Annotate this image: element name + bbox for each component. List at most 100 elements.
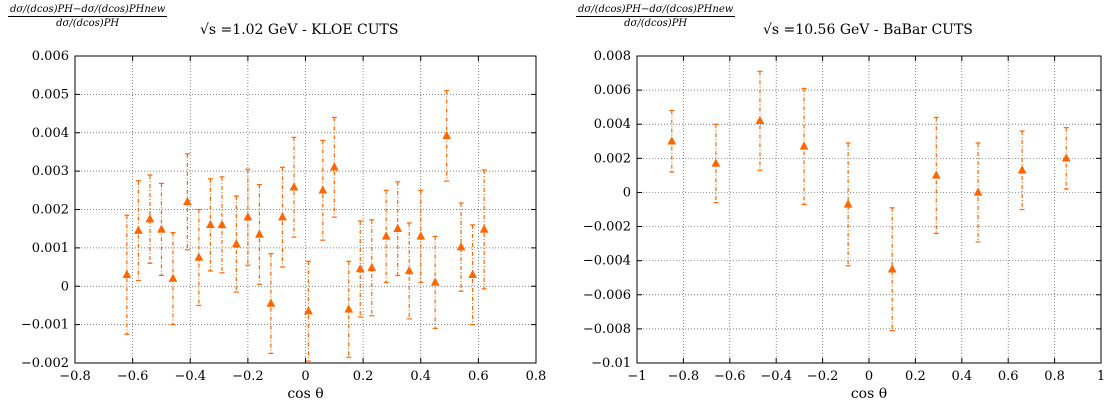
triangle-marker [145,214,155,223]
data-point [133,180,143,282]
chart-panel-babar: dσ/(dcos)PH−dσ/(dcos)PHnew dσ/(dcos)PH √… [556,0,1113,414]
y-tick-label: −0.01 [591,356,631,371]
data-point [887,207,897,332]
x-tick-label: −0.6 [714,369,746,384]
data-point [355,220,365,318]
y-tick-label: 0.002 [594,151,631,166]
y-axis-label: dσ/(dcos)PH−dσ/(dcos)PHnew dσ/(dcos)PH [8,4,168,29]
data-point [1017,130,1027,211]
x-tick-label: −0.8 [59,369,91,384]
x-tick-label: 0.8 [1044,369,1065,384]
triangle-marker [667,136,677,145]
x-tick-label: 0.4 [951,369,972,384]
triangle-marker [843,199,853,208]
triangle-marker [318,185,328,194]
triangle-marker [168,273,178,282]
data-point [404,222,414,320]
data-point [194,208,204,307]
x-tick-label: 0 [865,369,873,384]
triangle-marker [755,115,765,125]
triangle-marker [456,242,466,251]
x-tick-label: −0.8 [668,369,700,384]
triangle-marker [887,264,897,273]
data-point [122,214,132,335]
triangle-marker [468,269,478,278]
data-point [266,253,276,355]
data-point [931,116,941,234]
data-point [217,176,227,274]
triangle-marker [217,219,227,229]
y-axis-label-numerator: dσ/(dcos)PH−dσ/(dcos)PHnew [576,4,736,17]
x-tick-label: 0.2 [353,369,374,384]
chart-title: √s =10.56 GeV - BaBar CUTS [763,22,973,38]
triangle-marker [367,262,377,272]
triangle-marker [479,224,489,233]
triangle-marker [1061,153,1071,162]
triangle-marker [194,252,204,261]
triangle-marker [231,239,241,248]
triangle-marker [711,158,721,167]
data-point [456,202,466,292]
triangle-marker [393,223,403,232]
data-point [182,153,192,251]
data-point [430,235,440,330]
data-point [416,189,426,284]
x-tick-label: 0.6 [998,369,1019,384]
x-tick-label: 0 [301,369,309,384]
chart-panel-kloe: dσ/(dcos)PH−dσ/(dcos)PHnew dσ/(dcos)PH √… [0,0,556,414]
x-tick-label: −0.4 [760,369,792,384]
data-point [799,87,809,205]
triangle-marker [416,231,426,240]
triangle-marker [799,141,809,150]
triangle-marker [133,225,143,234]
triangle-marker [266,298,276,307]
data-point [318,139,328,241]
y-tick-label: 0.008 [594,49,631,64]
triangle-marker [329,162,339,171]
x-tick-label: −0.2 [807,369,839,384]
plot-area-babar: −0.01 −0.008 −0.006 −0.004 −0.002 0 0.002 0.004… [583,49,1105,402]
data-point [393,181,403,277]
data-point [479,169,489,290]
triangle-marker [157,224,166,233]
y-tick-label: −0.002 [583,220,631,235]
y-tick-label: 0.006 [32,49,69,64]
data-point [243,168,253,266]
y-tick-label: −0.002 [21,356,69,371]
data-point [145,174,155,264]
triangle-marker [182,196,192,206]
y-tick-label: 0.005 [32,87,69,102]
data-point [367,219,377,317]
data-point [329,116,339,218]
y-axis-label: dσ/(dcos)PH−dσ/(dcos)PHnew dσ/(dcos)PH [576,4,736,29]
triangle-marker [442,130,452,140]
x-axis-label: cos θ [287,386,323,402]
y-axis-label-denominator: dσ/(dcos)PH [56,18,120,29]
x-tick-label: −0.4 [174,369,206,384]
data-point [206,178,215,272]
data-point [1061,127,1071,190]
data-point [381,189,391,284]
triangle-marker [1017,165,1027,174]
data-point [289,136,299,238]
x-tick-label: 0.6 [468,369,489,384]
data-point [157,182,166,277]
data-point [711,123,721,204]
y-tick-label: 0.004 [32,126,69,141]
x-tick-label: −0.6 [117,369,149,384]
data-point [468,224,478,326]
y-tick-label: −0.006 [583,288,631,303]
y-tick-label: 0.006 [594,83,631,98]
data-point [254,183,264,285]
triangle-marker [254,229,264,238]
triangle-marker [931,170,941,179]
triangle-marker [303,306,313,315]
x-tick-label: 0.2 [905,369,926,384]
x-axis-label: cos θ [851,386,887,402]
y-tick-label: 0 [61,279,69,294]
triangle-marker [122,269,132,278]
x-tick-label: 0.8 [526,369,547,384]
y-tick-label: 0 [623,185,631,200]
triangle-marker [206,219,215,229]
data-point [755,70,765,171]
